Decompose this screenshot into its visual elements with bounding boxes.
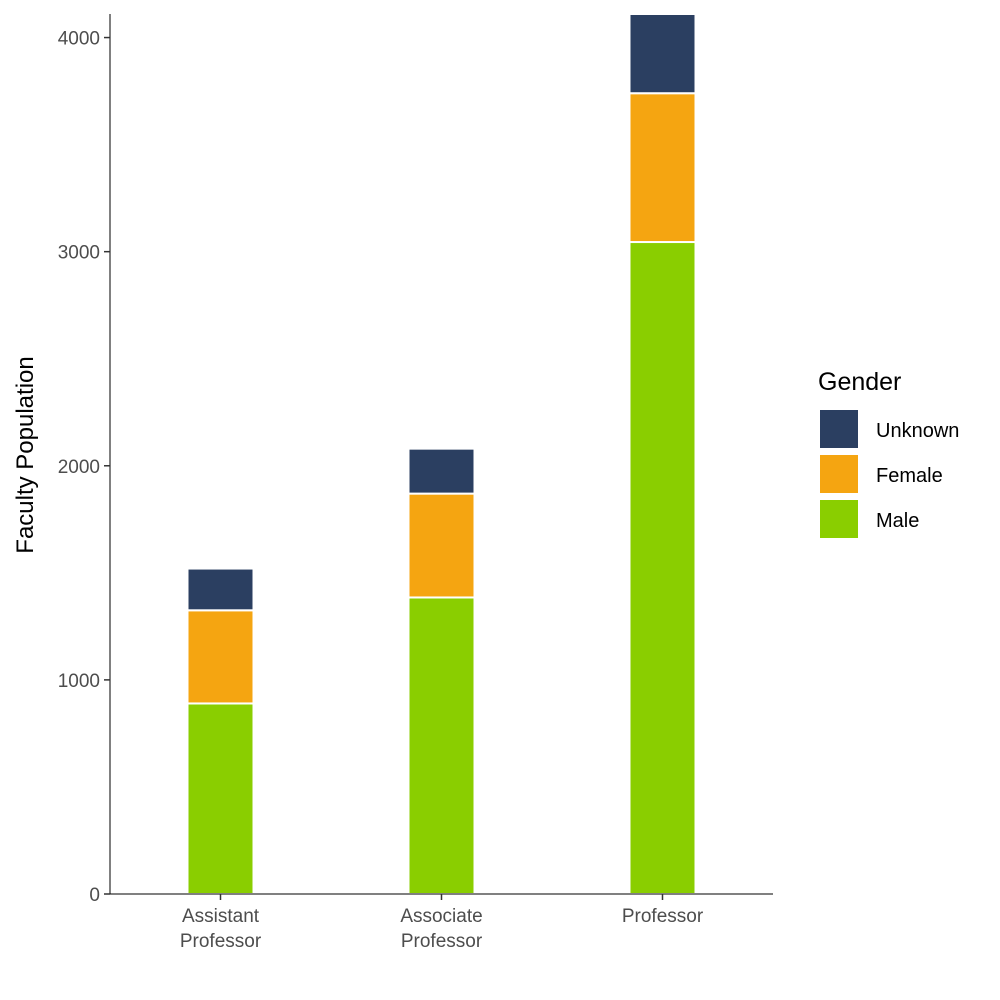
- y-tick-label: 1000: [58, 671, 100, 692]
- legend-title: Gender: [818, 368, 901, 396]
- x-tick-label-line: Associate: [400, 906, 482, 927]
- bar-male-1: [186, 702, 255, 895]
- bar-male-2: [407, 596, 476, 896]
- y-tick-label: 4000: [58, 29, 100, 50]
- x-tick-label-line: Professor: [622, 906, 704, 927]
- y-tick-label: 2000: [58, 457, 100, 478]
- x-axis: Assistant Professor Associate Professor Prof…: [110, 893, 773, 952]
- bar-unknown-2: [407, 447, 476, 495]
- x-tick-label: Associate Professor: [400, 906, 483, 952]
- x-tick-label: Professor: [622, 906, 704, 927]
- bar-unknown-1: [186, 567, 255, 612]
- bar-female-2: [407, 492, 476, 599]
- x-tick-label-line: Assistant: [182, 906, 260, 927]
- legend-swatch-unknown: [820, 410, 858, 448]
- x-tick-label-line: Professor: [180, 931, 262, 952]
- y-axis: 0 1000 2000 3000 4000: [58, 14, 111, 906]
- legend-label-unknown: Unknown: [876, 420, 959, 442]
- y-tick-label: 3000: [58, 243, 100, 264]
- bar-female-1: [186, 609, 255, 705]
- y-axis-title: Faculty Population: [12, 356, 39, 553]
- x-tick-label-line: Professor: [401, 931, 483, 952]
- legend-swatch-male: [820, 500, 858, 538]
- bar-female-3: [628, 92, 697, 244]
- legend-label-female: Female: [876, 465, 943, 487]
- legend-label-male: Male: [876, 510, 919, 532]
- bar-male-3: [628, 241, 697, 896]
- y-tick-label: 0: [89, 885, 100, 906]
- legend-swatch-female: [820, 455, 858, 493]
- plot-area: [186, 13, 697, 896]
- bar-unknown-3: [628, 13, 697, 95]
- legend: Gender Unknown Female Male: [818, 368, 959, 538]
- x-tick-label: Assistant Professor: [180, 906, 262, 952]
